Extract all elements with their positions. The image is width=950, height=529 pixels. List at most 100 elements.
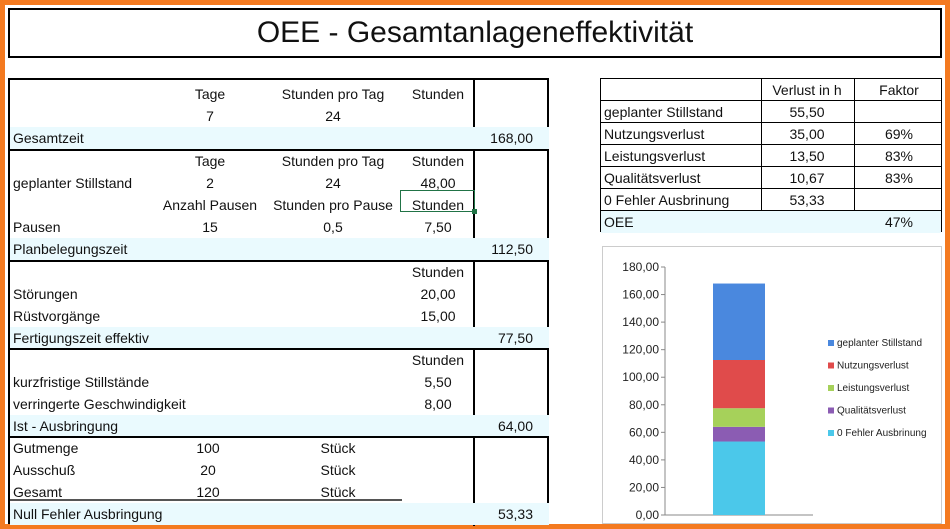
legend-label: Qualitätsverlust [837,406,906,417]
cell[interactable]: kurzfristige Stillstände [13,374,150,390]
cell[interactable]: 35,00 [789,126,825,142]
summary-row-null-fehler: Null Fehler Ausbringung 53,33 [10,503,549,525]
cell[interactable]: geplanter Stillstand [13,175,133,191]
cell[interactable]: 13,50 [789,148,825,164]
cell[interactable]: Störungen [13,286,78,302]
cell[interactable]: 10,67 [789,170,825,186]
cell[interactable]: 24 [325,175,341,191]
cell[interactable]: Stunden pro Pause [273,197,393,213]
oee-calculation-table: Tage Stunden pro Tag Stunden 7 24 Gesamt… [8,78,549,526]
y-tick-label: 120,00 [622,343,659,357]
legend-label: geplanter Stillstand [837,338,922,349]
cell[interactable]: Gutmenge [13,440,79,456]
summary-row-ist-ausbringung: Ist - Ausbringung 64,00 [10,415,549,437]
cell[interactable]: 7,50 [424,219,452,235]
y-tick-label: 100,00 [622,370,659,384]
cell[interactable]: Stunden pro Tag [281,86,385,102]
summary-value[interactable]: 112,50 [491,241,533,257]
cell[interactable]: Nutzungsverlust [604,126,705,142]
cell[interactable]: Rüstvorgänge [13,308,101,324]
cell[interactable]: 5,50 [424,374,452,390]
cell[interactable]: Stunden [411,197,465,213]
page-title: OEE - Gesamtanlageneffektivität [8,8,942,58]
cell[interactable]: 53,33 [789,192,825,208]
summary-label[interactable]: Null Fehler Ausbringung [13,506,163,522]
table-row: Tage Stunden pro Tag Stunden [10,83,473,105]
summary-label[interactable]: Fertigungszeit effektiv [13,330,149,346]
cell[interactable]: Leistungsverlust [604,148,706,164]
cell[interactable]: verringerte Geschwindigkeit [13,396,186,412]
cell[interactable]: 15,00 [420,308,456,324]
cell[interactable]: Ausschuß [13,462,76,478]
y-tick-label: 60,00 [629,425,659,439]
cell[interactable]: Stunden [411,264,465,280]
oee-value[interactable]: 47% [884,214,914,230]
loss-factor-table: Verlust in h Faktor geplanter Stillstand… [600,78,942,233]
legend-swatch [828,385,834,391]
legend-swatch [828,407,834,414]
header-cell[interactable]: Verlust in h [772,82,842,98]
cell[interactable]: 20 [200,462,216,478]
cell[interactable]: 100 [196,440,220,456]
cell[interactable]: OEE [604,214,634,230]
summary-row-gesamtzeit: Gesamtzeit 168,00 [10,127,549,149]
cell[interactable]: 24 [325,108,341,124]
table-row: Gesamt 120 Stück [10,481,473,503]
cell[interactable]: Stunden pro Tag [281,153,385,169]
fill-handle[interactable] [472,209,477,214]
summary-value[interactable]: 53,33 [497,506,533,522]
oee-stacked-bar-chart[interactable]: 0,00 20,00 40,00 60,00 80,00 100,00 120,00 140,… [602,246,942,524]
cell[interactable]: 48,00 [420,175,456,191]
cell[interactable]: Stunden [411,86,465,102]
summary-value[interactable]: 64,00 [497,418,533,434]
y-tick-label: 180,00 [622,260,659,274]
column-divider [854,79,855,233]
selected-cell-outline[interactable] [400,190,475,212]
legend-label: 0 Fehler Ausbrinung [837,428,927,439]
summary-label[interactable]: Gesamtzeit [13,130,84,146]
cell[interactable]: 55,50 [789,104,825,120]
cell[interactable]: 83% [884,170,914,186]
cell[interactable]: Qualitätsverlust [604,170,701,186]
cell[interactable]: Stunden [411,352,465,368]
cell[interactable]: geplanter Stillstand [604,104,724,120]
table-row: Pausen 15 0,5 7,50 [10,216,473,238]
summary-label[interactable]: Ist - Ausbringung [13,418,119,434]
oee-row: OEE 47% [601,211,941,233]
table-row: verringerte Geschwindigkeit 8,00 [10,393,473,415]
section-divider [10,348,549,350]
cell[interactable]: 120 [196,484,220,500]
bar-segment [713,360,765,409]
cell[interactable]: Tage [194,86,226,102]
cell[interactable]: Gesamt [13,484,63,500]
cell[interactable]: Pausen [13,219,61,235]
cell[interactable]: 83% [884,148,914,164]
y-tick-label: 0,00 [636,508,660,522]
cell[interactable]: 15 [202,219,218,235]
summary-value[interactable]: 168,00 [490,130,533,146]
table-row: Tage Stunden pro Tag Stunden [10,150,473,172]
cell[interactable]: Stück [320,440,356,456]
cell[interactable]: Stück [320,462,356,478]
summary-label[interactable]: Planbelegungszeit [13,241,128,257]
summary-value[interactable]: 77,50 [497,330,533,346]
table-row: 7 24 [10,105,473,127]
cell[interactable]: Stück [320,484,356,500]
cell[interactable]: 7 [206,108,214,124]
cell[interactable]: 0,5 [323,219,343,235]
section-divider [10,260,549,262]
table-row: Anzahl Pausen Stunden pro Pause Stunden [10,194,473,216]
table-row: geplanter Stillstand 2 24 48,00 [10,172,473,194]
summary-row-fertigungszeit: Fertigungszeit effektiv 77,50 [10,327,549,349]
spreadsheet: OEE - Gesamtanlageneffektivität Tage Stu… [5,5,945,526]
cell[interactable]: 2 [206,175,214,191]
header-cell[interactable]: Faktor [879,82,919,98]
cell[interactable]: Anzahl Pausen [162,197,258,213]
table-row: geplanter Stillstand 55,50 [601,101,941,123]
cell[interactable]: 20,00 [420,286,456,302]
cell[interactable]: Stunden [411,153,465,169]
cell[interactable]: Tage [194,153,226,169]
cell[interactable]: 8,00 [424,396,452,412]
cell[interactable]: 69% [884,126,914,142]
cell[interactable]: 0 Fehler Ausbrinung [604,192,730,208]
